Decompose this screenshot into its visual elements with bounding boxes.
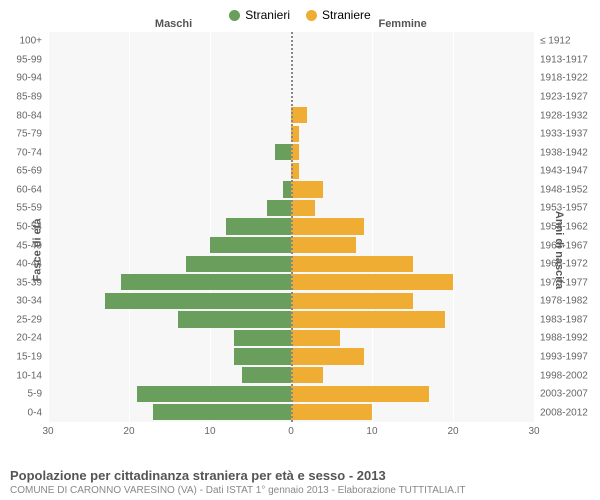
bar-female bbox=[291, 107, 307, 123]
y-tick-birth: 1983-1987 bbox=[540, 314, 588, 325]
y-tick-age: 15-19 bbox=[16, 352, 42, 363]
x-tick: 30 bbox=[42, 426, 53, 437]
bar-male bbox=[283, 181, 291, 197]
legend-item-female: Straniere bbox=[306, 8, 371, 22]
y-tick-age: 95-99 bbox=[16, 54, 42, 65]
y-tick-birth: 1973-1977 bbox=[540, 277, 588, 288]
bar-male bbox=[186, 256, 291, 272]
bar-female bbox=[291, 293, 413, 309]
x-tick: 20 bbox=[123, 426, 134, 437]
y-tick-age: 10-14 bbox=[16, 370, 42, 381]
chart-title: Popolazione per cittadinanza straniera p… bbox=[10, 468, 590, 483]
y-tick-birth: 1988-1992 bbox=[540, 333, 588, 344]
bar-male bbox=[121, 274, 291, 290]
bar-male bbox=[275, 144, 291, 160]
y-tick-age: 55-59 bbox=[16, 203, 42, 214]
y-tick-birth: 1968-1972 bbox=[540, 259, 588, 270]
legend-label-male: Stranieri bbox=[245, 8, 290, 22]
x-axis: 3020100102030 bbox=[48, 422, 534, 442]
x-tick: 30 bbox=[528, 426, 539, 437]
y-tick-birth: 1943-1947 bbox=[540, 166, 588, 177]
y-tick-birth: 1933-1937 bbox=[540, 129, 588, 140]
y-tick-birth: 1963-1967 bbox=[540, 240, 588, 251]
bar-female bbox=[291, 348, 364, 364]
y-tick-age: 0-4 bbox=[28, 407, 42, 418]
bar-female bbox=[291, 367, 323, 383]
bar-male bbox=[137, 386, 291, 402]
pyramid-chart-container: Stranieri Straniere Fasce di età Anni di… bbox=[0, 0, 600, 500]
header-female: Femmine bbox=[378, 18, 426, 30]
y-tick-age: 70-74 bbox=[16, 147, 42, 158]
bar-male bbox=[226, 218, 291, 234]
legend: Stranieri Straniere bbox=[0, 0, 600, 22]
y-tick-age: 100+ bbox=[19, 36, 42, 47]
y-tick-birth: 1993-1997 bbox=[540, 352, 588, 363]
y-tick-age: 5-9 bbox=[28, 389, 42, 400]
y-tick-age: 80-84 bbox=[16, 110, 42, 121]
y-axis-right: ≤ 1912 1913-1917 1918-1922 1923-1927 1928-19… bbox=[536, 32, 600, 422]
chart-subtitle: COMUNE DI CARONNO VARESINO (VA) - Dati I… bbox=[10, 485, 590, 496]
y-tick-birth: 1953-1957 bbox=[540, 203, 588, 214]
y-tick-birth: 1938-1942 bbox=[540, 147, 588, 158]
y-tick-age: 35-39 bbox=[16, 277, 42, 288]
y-tick-birth: 1948-1952 bbox=[540, 184, 588, 195]
legend-swatch-male bbox=[229, 10, 240, 21]
y-tick-age: 65-69 bbox=[16, 166, 42, 177]
center-divider bbox=[291, 32, 293, 422]
bar-male bbox=[153, 404, 291, 420]
bar-male bbox=[234, 348, 291, 364]
legend-item-male: Stranieri bbox=[229, 8, 290, 22]
y-tick-birth: 1923-1927 bbox=[540, 91, 588, 102]
y-tick-age: 60-64 bbox=[16, 184, 42, 195]
y-tick-age: 20-24 bbox=[16, 333, 42, 344]
y-tick-age: 75-79 bbox=[16, 129, 42, 140]
y-tick-birth: 1928-1932 bbox=[540, 110, 588, 121]
bar-male bbox=[210, 237, 291, 253]
bar-female bbox=[291, 386, 429, 402]
y-tick-age: 85-89 bbox=[16, 91, 42, 102]
header-male: Maschi bbox=[155, 18, 192, 30]
y-tick-birth: 2003-2007 bbox=[540, 389, 588, 400]
y-tick-age: 30-34 bbox=[16, 296, 42, 307]
bar-female bbox=[291, 330, 340, 346]
y-tick-age: 25-29 bbox=[16, 314, 42, 325]
bar-female bbox=[291, 256, 413, 272]
y-tick-birth: 1913-1917 bbox=[540, 54, 588, 65]
bar-female bbox=[291, 200, 315, 216]
y-axis-left: 100+ 95-99 90-94 85-89 80-84 75-79 70-74 65-69 6… bbox=[0, 32, 46, 422]
bar-female bbox=[291, 311, 445, 327]
legend-swatch-female bbox=[306, 10, 317, 21]
grid-line bbox=[534, 32, 535, 422]
bar-female bbox=[291, 181, 323, 197]
y-tick-birth: 1998-2002 bbox=[540, 370, 588, 381]
bar-male bbox=[242, 367, 291, 383]
chart-footer: Popolazione per cittadinanza straniera p… bbox=[10, 468, 590, 496]
chart-plot-area: Maschi Femmine bbox=[48, 32, 534, 422]
y-tick-birth: 2008-2012 bbox=[540, 407, 588, 418]
x-tick: 20 bbox=[447, 426, 458, 437]
y-tick-birth: ≤ 1912 bbox=[540, 36, 571, 47]
x-tick: 10 bbox=[204, 426, 215, 437]
x-tick: 0 bbox=[288, 426, 294, 437]
legend-label-female: Straniere bbox=[322, 8, 371, 22]
y-tick-age: 40-44 bbox=[16, 259, 42, 270]
y-tick-age: 45-49 bbox=[16, 240, 42, 251]
y-tick-age: 50-54 bbox=[16, 222, 42, 233]
y-tick-age: 90-94 bbox=[16, 73, 42, 84]
bar-female bbox=[291, 218, 364, 234]
bar-female bbox=[291, 237, 356, 253]
y-tick-birth: 1978-1982 bbox=[540, 296, 588, 307]
bar-female bbox=[291, 404, 372, 420]
x-tick: 10 bbox=[366, 426, 377, 437]
bar-male bbox=[267, 200, 291, 216]
y-tick-birth: 1958-1962 bbox=[540, 222, 588, 233]
bar-female bbox=[291, 274, 453, 290]
bar-male bbox=[234, 330, 291, 346]
bar-male bbox=[178, 311, 291, 327]
y-tick-birth: 1918-1922 bbox=[540, 73, 588, 84]
bar-male bbox=[105, 293, 291, 309]
